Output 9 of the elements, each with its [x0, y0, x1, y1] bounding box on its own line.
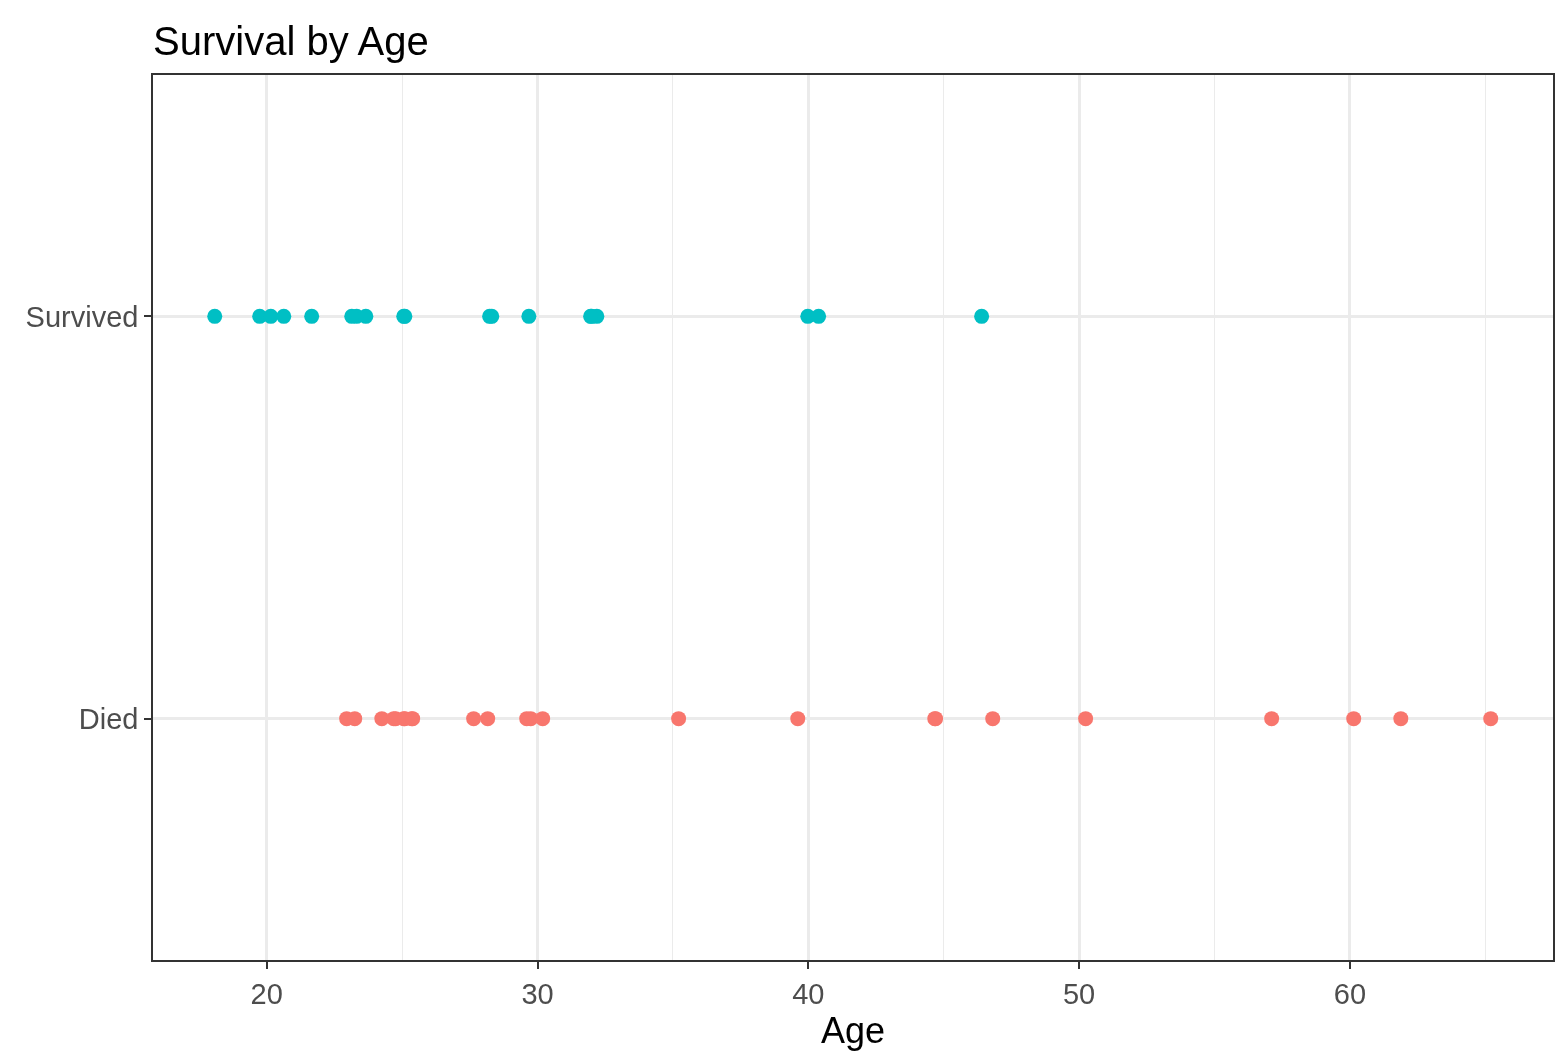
x-tick-label: 20 — [250, 977, 283, 1010]
x-tick-label: 40 — [792, 977, 825, 1010]
x-tick-label: 50 — [1062, 977, 1096, 1010]
y-tick-label: Died — [78, 702, 139, 735]
x-axis-title: Age — [820, 1009, 886, 1051]
x-tick-label: 30 — [521, 977, 554, 1010]
chart-title: Survival by Age — [153, 18, 429, 63]
x-tick-label: 60 — [1333, 977, 1367, 1010]
y-tick-label: Survived — [25, 300, 139, 333]
